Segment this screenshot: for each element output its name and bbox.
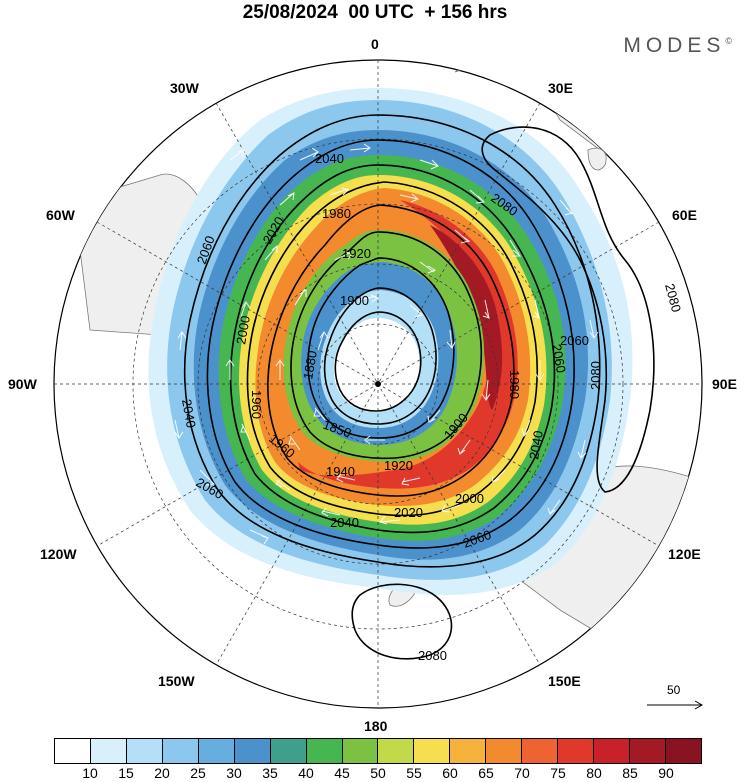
meridian-label-90e: 90E: [712, 376, 737, 392]
colorbar-swatch: [486, 739, 523, 763]
colorbar-tick-label: 90: [658, 765, 674, 781]
contour-label: 2080: [588, 361, 603, 390]
meridian-label-120e: 120E: [668, 546, 701, 562]
meridian-label-30w: 30W: [170, 80, 199, 96]
meridian-label-90w: 90W: [8, 376, 37, 392]
colorbar-swatch: [558, 739, 595, 763]
colorbar-tick-label: 35: [262, 765, 278, 781]
colorbar-tick-label: 20: [154, 765, 170, 781]
colorbar-tick-label: 85: [622, 765, 638, 781]
colorbar-tick-label: 25: [190, 765, 206, 781]
colorbar-tick-label: 55: [406, 765, 422, 781]
meridian-label-60e: 60E: [672, 207, 697, 223]
contour-label: 1920: [342, 246, 371, 261]
contour-label: 1960: [249, 390, 264, 419]
contour-label: 2080: [662, 282, 684, 314]
vector-scale-arrow-icon: [647, 700, 704, 710]
contour-label: 1900: [340, 293, 369, 308]
brand-mark: ©: [725, 36, 732, 46]
colorbar-tick-label: 70: [514, 765, 530, 781]
brand-logo: MODES©: [623, 34, 732, 58]
contour-label: 2040: [526, 429, 546, 460]
contour-label: 2000: [233, 314, 253, 345]
colorbar-swatch: [414, 739, 451, 763]
colorbar-tick-label: 80: [586, 765, 602, 781]
height-contours: [183, 114, 655, 660]
vector-scale-label: 50: [667, 683, 681, 697]
contour-label: 2020: [394, 505, 423, 520]
contour-label: 1880: [300, 349, 320, 380]
colorbar-tick-label: 75: [550, 765, 566, 781]
contour-label: 1980: [507, 370, 522, 399]
meridian-label-180: 180: [364, 718, 388, 734]
colorbar-swatch: [630, 739, 666, 763]
colorbar-swatch: [234, 739, 271, 763]
colorbar-swatch: [270, 739, 307, 763]
colorbar-swatch: [378, 739, 415, 763]
meridian-label-150e: 150E: [548, 673, 581, 689]
wind-vectors: [174, 143, 599, 545]
colorbar-swatch: [665, 739, 701, 763]
colorbar-swatch: [162, 739, 199, 763]
contour-label: 1980: [322, 206, 351, 221]
colorbar-tick-label: 10: [82, 765, 98, 781]
contour-label: 2060: [549, 343, 569, 374]
contour-label: 2040: [179, 398, 199, 429]
colorbar-swatch: [90, 739, 127, 763]
contour-label: 1920: [384, 458, 413, 473]
contour-label: 2000: [455, 491, 484, 506]
wind-speed-shading: [148, 88, 633, 595]
madagascar-land: [587, 147, 607, 171]
colorbar-swatch: [594, 739, 630, 763]
contour-label: 2080: [418, 648, 447, 663]
contour-label: 2060: [560, 333, 589, 348]
colorbar-swatch: [522, 739, 559, 763]
meridian-label-60w: 60W: [46, 207, 75, 223]
colorbar-swatch: [198, 739, 235, 763]
colorbar-tick-label: 65: [478, 765, 494, 781]
colorbar-swatch: [306, 739, 343, 763]
colorbar-swatch: [55, 739, 91, 763]
contour-label: 2040: [315, 151, 344, 166]
colorbar: [54, 738, 702, 764]
colorbar-tick-label: 45: [334, 765, 350, 781]
colorbar-tick-label: 30: [226, 765, 242, 781]
meridian-label-30e: 30E: [548, 80, 573, 96]
colorbar-tick-label: 15: [118, 765, 134, 781]
colorbar-tick-label: 50: [370, 765, 386, 781]
colorbar-swatch: [450, 739, 487, 763]
page-title: 25/08/2024 00 UTC + 156 hrs: [242, 2, 508, 23]
meridian-label-120w: 120W: [40, 546, 77, 562]
colorbar-swatch: [342, 739, 379, 763]
vector-scale-legend: 50: [645, 683, 705, 713]
colorbar-swatch: [126, 739, 163, 763]
contour-label: 1940: [326, 464, 355, 479]
colorbar-tick-label: 40: [298, 765, 314, 781]
brand-name: MODES: [623, 34, 726, 57]
colorbar-tick-label: 60: [442, 765, 458, 781]
meridian-label-150w: 150W: [158, 673, 195, 689]
south-pole-marker: [375, 381, 381, 387]
contour-label: 2040: [330, 515, 359, 530]
meridian-label-0: 0: [371, 36, 379, 52]
colorbar-ticks: 10 15 20 25 30 35 40 45 50 55 60 65 70 75 80 85 90: [54, 765, 702, 782]
